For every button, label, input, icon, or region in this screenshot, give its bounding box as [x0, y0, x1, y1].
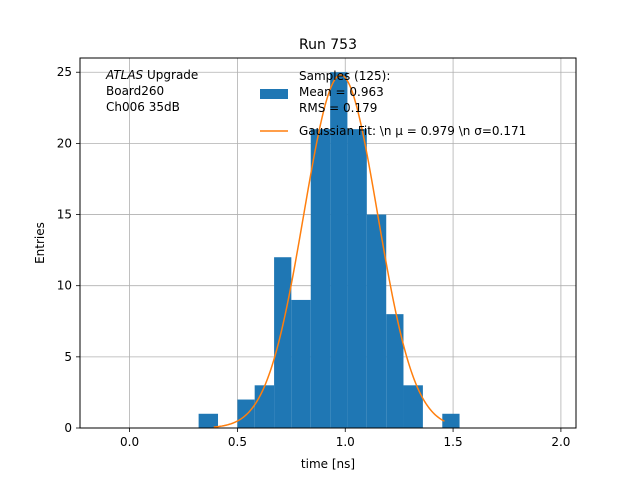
atlas-annotation: ATLAS Upgrade Board260 Ch006 35dB — [105, 68, 198, 114]
legend-label-samples: Samples (125): — [299, 69, 390, 83]
legend: Samples (125): Mean = 0.963 RMS = 0.179 G… — [260, 69, 526, 138]
y-tick-label: 10 — [57, 279, 72, 293]
histogram-bar — [254, 385, 275, 428]
histogram-bar — [386, 314, 404, 428]
histogram-bar — [310, 129, 331, 428]
annotation-text: Upgrade — [143, 68, 198, 82]
y-tick-label: 15 — [57, 208, 72, 222]
annotation-italic-text: ATLAS — [105, 68, 144, 82]
histogram-bar — [442, 413, 460, 428]
histogram-bar — [347, 129, 367, 428]
histogram-bar — [291, 299, 311, 428]
gaussian-fit-layer — [213, 74, 445, 428]
chart-title: Run 753 — [299, 37, 357, 53]
histogram-bar — [403, 385, 423, 428]
legend-patch-samples — [260, 89, 288, 99]
histogram-bar — [274, 257, 292, 428]
annotation-line: Board260 — [106, 84, 164, 98]
y-tick-label: 5 — [64, 350, 72, 364]
x-axis-ticks: 0.0 0.5 1.0 1.5 2.0 — [120, 428, 570, 449]
annotation-text: Board260 — [106, 84, 164, 98]
y-axis-ticks: 0 5 10 15 20 25 — [57, 65, 80, 435]
legend-label-samples: RMS = 0.179 — [299, 101, 377, 115]
legend-label-samples: Mean = 0.963 — [299, 85, 384, 99]
x-tick-label: 1.0 — [336, 435, 355, 449]
x-axis-label: time [ns] — [301, 457, 355, 471]
y-tick-label: 20 — [57, 136, 72, 150]
y-tick-label: 25 — [57, 65, 72, 79]
histogram-bars — [198, 72, 460, 428]
plot-frame — [79, 57, 577, 429]
x-tick-label: 0.5 — [228, 435, 247, 449]
annotation-line: ATLAS Upgrade — [105, 68, 198, 82]
histogram-bar — [330, 72, 348, 428]
y-axis-label: Entries — [33, 222, 47, 264]
y-tick-label: 0 — [64, 421, 72, 435]
annotation-text: Ch006 35dB — [106, 100, 180, 114]
histogram-bar — [198, 413, 219, 428]
histogram-bar — [366, 214, 387, 428]
x-tick-label: 0.0 — [120, 435, 139, 449]
x-tick-label: 1.5 — [444, 435, 463, 449]
annotation-line: Ch006 35dB — [106, 100, 180, 114]
x-tick-label: 2.0 — [551, 435, 570, 449]
histogram-bar — [237, 399, 255, 428]
gaussian-fit-line — [213, 74, 445, 428]
legend-label-fit: Gaussian Fit: \n μ = 0.979 \n σ=0.171 — [299, 124, 526, 138]
